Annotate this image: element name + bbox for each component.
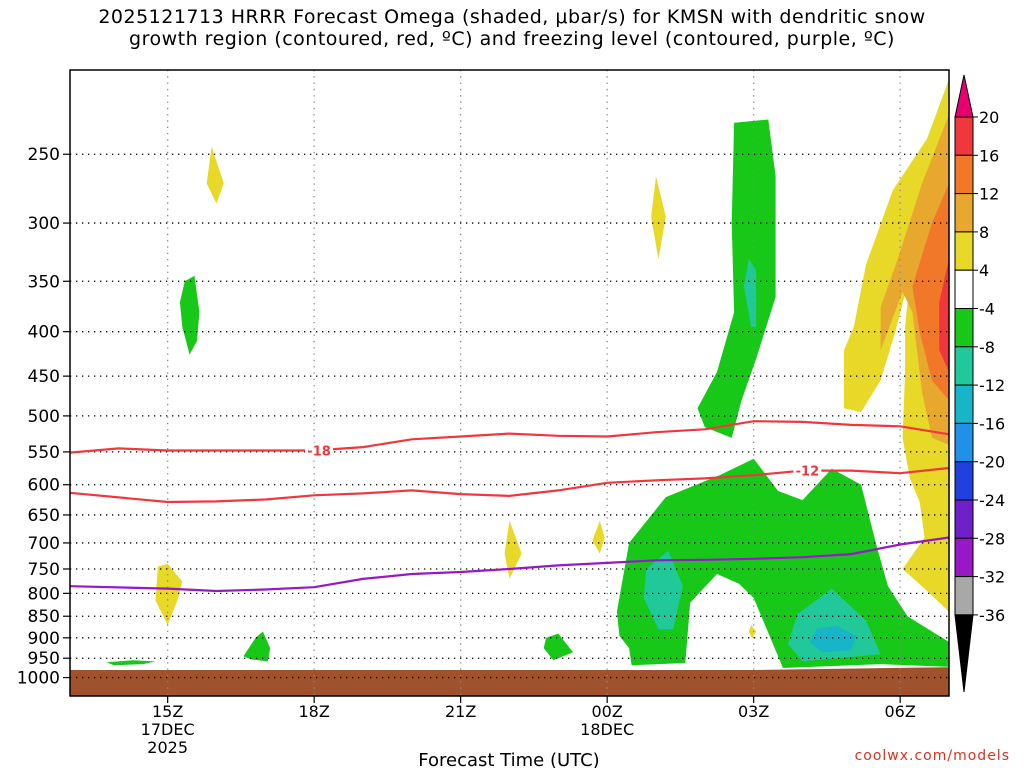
omega-region-yellow-blob-b <box>155 563 183 625</box>
grid-lines <box>70 70 949 696</box>
y-tick-label: 800 <box>28 584 60 604</box>
omega-region-yellow-blob-a <box>206 146 224 204</box>
omega-region-red-right <box>939 259 949 372</box>
contour-label-dendritic-12: -12 <box>796 465 820 480</box>
plot-frame <box>69 69 950 697</box>
omega-region-yellow-tiny <box>748 625 757 639</box>
x-tick-date-label: 18DEC <box>580 720 634 739</box>
y-tick-label: 300 <box>28 214 60 234</box>
chart-title-line-1: 2025121713 HRRR Forecast Omega (shaded, … <box>98 6 926 28</box>
omega-region-yellow-blob-e <box>651 176 666 259</box>
chart-title: 2025121713 HRRR Forecast Omega (shaded, … <box>0 6 1024 50</box>
omega-region-green-lower <box>616 458 949 668</box>
y-tick-label: 350 <box>28 272 60 292</box>
omega-region-blue-lower <box>809 625 857 653</box>
y-tick-label: 700 <box>28 534 60 554</box>
colorbar-swatch <box>954 499 974 539</box>
colorbar-label: 16 <box>979 146 999 165</box>
y-tick-label: 1000 <box>17 669 60 689</box>
colorbar-swatch <box>954 193 974 233</box>
colorbar-label: -16 <box>979 414 1005 433</box>
contour-label-backing <box>793 462 822 478</box>
y-tick-label: 900 <box>28 629 60 649</box>
omega-region-green-blob-b <box>106 660 156 666</box>
colorbar-label: -32 <box>979 568 1005 587</box>
omega-region-green-upper <box>697 119 776 438</box>
omega-region-yellow-blob-d <box>592 520 605 554</box>
colorbar-swatch <box>954 346 974 386</box>
surface-layer <box>70 667 949 696</box>
x-tick-label: 21Z <box>445 702 476 721</box>
x-tick-label: 15Z <box>152 702 183 721</box>
colorbar-swatch <box>954 576 974 616</box>
contour-label-backing <box>305 442 334 458</box>
y-tick-label: 950 <box>28 649 60 669</box>
colorbar-bottom-arrow <box>954 614 974 693</box>
colorbar: 20 16 12 8 4 -4 -8 -12 -16 -20 -24 -28 -32 -36 <box>954 74 1005 693</box>
x-axis-label: Forecast Time (UTC) <box>418 750 599 768</box>
omega-region-teal-lower-a <box>643 550 683 630</box>
y-tick-label: 500 <box>28 407 60 427</box>
contour-dendritic-18 <box>69 420 950 454</box>
colorbar-label: -12 <box>979 376 1005 395</box>
x-tick-date-label: 2025 <box>147 738 188 757</box>
omega-region-green-blob-d <box>543 633 573 661</box>
colorbar-label: -28 <box>979 529 1005 548</box>
y-tick-label: 850 <box>28 607 60 627</box>
omega-region-teal-lower-b <box>787 588 881 662</box>
colorbar-label: 8 <box>979 223 989 242</box>
omega-region-yellow-blob-c <box>504 520 522 579</box>
colorbar-swatch <box>954 308 974 348</box>
colorbar-swatch <box>954 231 974 271</box>
colorbar-swatch <box>954 384 974 424</box>
x-tick-label: 18Z <box>299 702 330 721</box>
y-tick-label: 450 <box>28 367 60 387</box>
x-tick-label: 03Z <box>738 702 769 721</box>
y-tick-label: 400 <box>28 323 60 343</box>
y-tick-label: 750 <box>28 560 60 580</box>
colorbar-label: -20 <box>979 453 1005 472</box>
y-tick-label: 250 <box>28 145 60 165</box>
y-tick-label: 650 <box>28 506 60 526</box>
colorbar-top-arrow <box>954 74 974 118</box>
y-tick-label: 550 <box>28 443 60 463</box>
colorbar-swatch <box>954 116 974 156</box>
colorbar-label: -36 <box>979 606 1005 625</box>
colorbar-swatch <box>954 269 974 310</box>
y-axis: 2503003504004505005506006507007508008509… <box>17 145 70 689</box>
temperature-contours: -18 -12 <box>69 420 950 593</box>
colorbar-swatch <box>954 537 974 578</box>
colorbar-swatch <box>954 154 974 195</box>
site-credit[interactable]: coolwx.com/models <box>854 748 1010 764</box>
colorbar-label: -4 <box>979 300 995 319</box>
x-tick-label: 00Z <box>592 702 623 721</box>
x-tick-label: 06Z <box>885 702 916 721</box>
surface-ground <box>70 667 949 696</box>
colorbar-swatch <box>954 422 974 463</box>
contour-freezing-level-0 <box>69 536 950 593</box>
omega-region-green-blob-c <box>243 631 271 662</box>
colorbar-label: -8 <box>979 338 995 357</box>
x-tick-date-label: 17DEC <box>141 720 195 739</box>
colorbar-swatch <box>954 461 974 501</box>
chart-title-line-2: growth region (contoured, red, ºC) and f… <box>129 28 895 50</box>
omega-region-green-blob-a <box>179 275 200 355</box>
contour-label-dendritic-18: -18 <box>307 445 331 460</box>
omega-shading <box>106 79 949 668</box>
colorbar-label: 12 <box>979 185 999 204</box>
y-tick-label: 600 <box>28 476 60 496</box>
colorbar-label: 20 <box>979 108 999 127</box>
colorbar-label: 4 <box>979 261 989 280</box>
colorbar-label: -24 <box>979 491 1005 510</box>
